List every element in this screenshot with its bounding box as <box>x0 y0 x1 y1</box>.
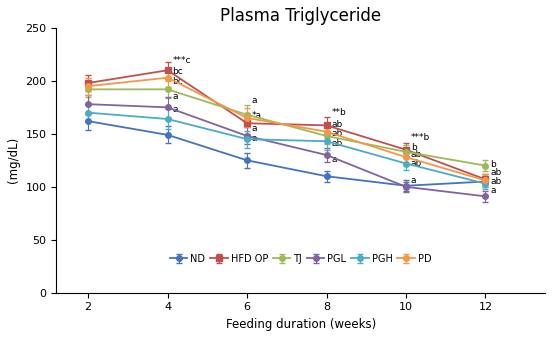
Text: ***b: ***b <box>411 133 430 142</box>
Title: Plasma Triglyceride: Plasma Triglyceride <box>220 7 381 25</box>
Text: b: b <box>411 143 417 152</box>
Y-axis label: (mg/dL): (mg/dL) <box>7 137 20 184</box>
Text: bc: bc <box>172 67 183 76</box>
Text: ab: ab <box>411 159 422 168</box>
Text: ab: ab <box>331 120 343 128</box>
X-axis label: Feeding duration (weeks): Feeding duration (weeks) <box>226 318 376 331</box>
Legend: ND, HFD OP, TJ, PGL, PGH, PD: ND, HFD OP, TJ, PGL, PGH, PD <box>167 251 434 267</box>
Text: ***c: ***c <box>172 56 191 65</box>
Text: ab: ab <box>490 168 501 177</box>
Text: b: b <box>490 160 496 169</box>
Text: a: a <box>252 135 257 143</box>
Text: ab: ab <box>411 150 422 159</box>
Text: ab: ab <box>331 129 343 138</box>
Text: *a: *a <box>252 111 262 120</box>
Text: a: a <box>411 176 416 185</box>
Text: bc: bc <box>172 77 183 86</box>
Text: **b: **b <box>331 108 346 117</box>
Text: a: a <box>252 96 257 105</box>
Text: a: a <box>172 105 178 114</box>
Text: a: a <box>331 154 337 164</box>
Text: a: a <box>252 124 257 133</box>
Text: a: a <box>490 186 496 195</box>
Text: a: a <box>172 92 178 101</box>
Text: ab: ab <box>331 139 343 148</box>
Text: ab: ab <box>490 177 501 186</box>
